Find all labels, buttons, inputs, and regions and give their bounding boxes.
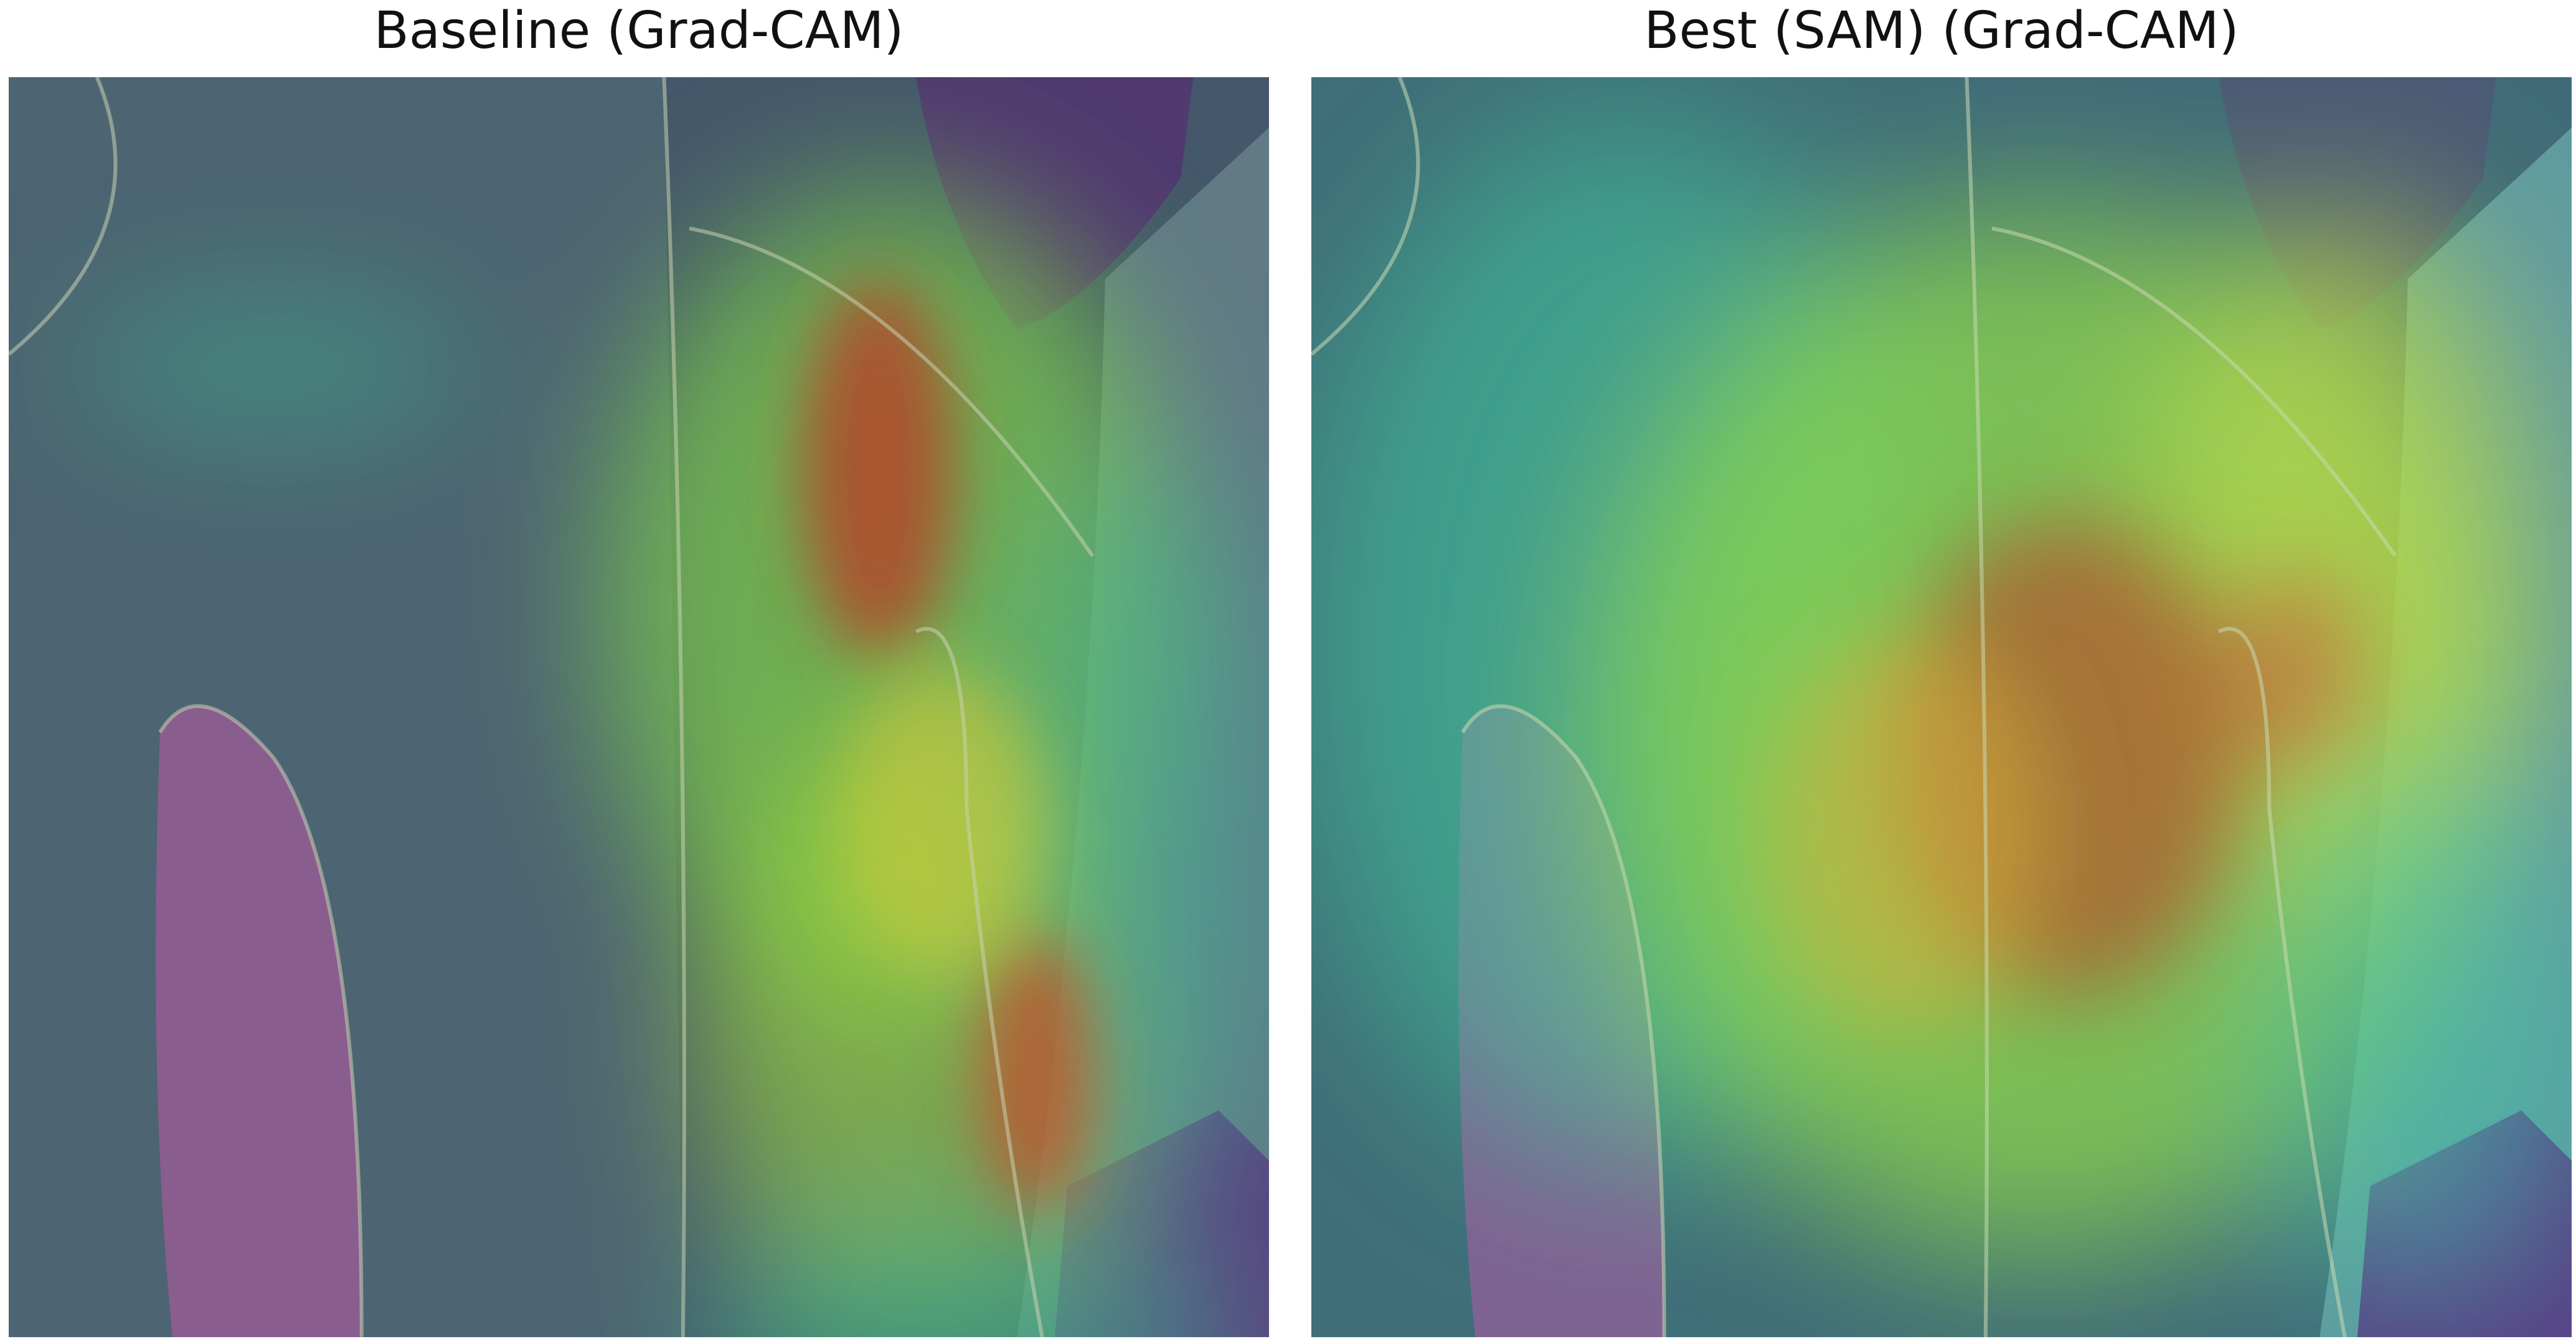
best-sam-panel-title: Best (SAM) (Grad-CAM) — [1644, 1, 2239, 60]
baseline-panel-title: Baseline (Grad-CAM) — [374, 1, 904, 60]
baseline-gradcam-svg — [9, 77, 1269, 1337]
baseline-gradcam-image — [9, 77, 1269, 1337]
best-sam-gradcam-svg — [1311, 77, 2572, 1337]
best-sam-gradcam-image — [1311, 77, 2572, 1337]
